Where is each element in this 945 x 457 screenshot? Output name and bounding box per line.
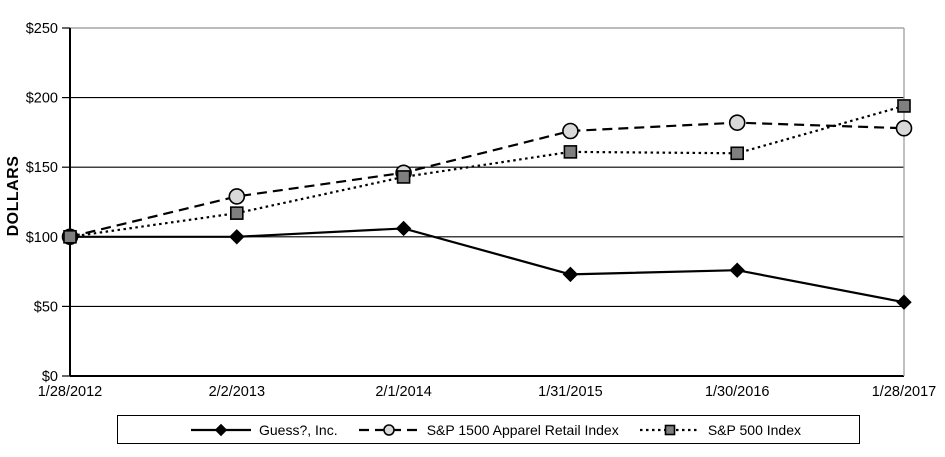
x-tick-label: 1/30/2016 xyxy=(705,384,770,400)
diamond-marker-icon xyxy=(395,220,412,237)
series-2 xyxy=(63,99,911,244)
square-marker-icon xyxy=(664,424,676,435)
circle-marker-icon xyxy=(895,119,913,137)
square-marker-icon xyxy=(230,206,244,220)
y-tick-label: $200 xyxy=(26,91,58,107)
legend-label-guess: Guess?, Inc. xyxy=(259,421,338,438)
series-line xyxy=(69,121,905,238)
y-tick-label: $150 xyxy=(26,160,58,176)
circle-marker-icon xyxy=(562,122,579,140)
series-0 xyxy=(62,220,912,310)
sp500-line-marker-icon xyxy=(639,424,700,435)
x-tick-label: 1/31/2015 xyxy=(538,384,603,400)
series-1 xyxy=(61,114,913,246)
x-tick-label: 2/2/2013 xyxy=(209,384,265,400)
legend-label-sp500: S&P 500 Index xyxy=(707,421,801,438)
chart-legend: Guess?, Inc. S&P 1500 Apparel Retail Ind… xyxy=(117,415,860,444)
x-tick-label: 1/28/2012 xyxy=(38,384,103,400)
square-marker-icon xyxy=(63,230,77,244)
legend-item-guess: Guess?, Inc. xyxy=(190,422,338,438)
apparel-index-line-marker-icon xyxy=(358,423,419,436)
guess-line-marker-icon xyxy=(191,423,251,436)
legend-label-apparel-index: S&P 1500 Apparel Retail Index xyxy=(426,421,619,438)
series-line xyxy=(69,104,905,238)
legend-item-sp500: S&P 500 Index xyxy=(639,422,801,438)
diamond-marker-icon xyxy=(562,266,579,283)
square-marker-icon xyxy=(730,146,745,161)
y-tick-label: $100 xyxy=(26,230,58,246)
y-tick-label: $0 xyxy=(42,369,58,385)
x-tick-label: 1/28/2017 xyxy=(872,384,937,400)
diamond-marker-icon xyxy=(729,262,745,278)
circle-marker-icon xyxy=(728,114,746,131)
y-tick-label: $250 xyxy=(26,21,58,37)
y-tick-label: $50 xyxy=(34,299,58,315)
square-marker-icon xyxy=(396,170,411,184)
diamond-marker-icon xyxy=(896,294,912,310)
square-marker-icon xyxy=(563,145,578,159)
series-line xyxy=(70,227,905,304)
diamond-marker-icon xyxy=(214,423,228,436)
circle-marker-icon xyxy=(228,188,246,205)
x-tick-label: 2/1/2014 xyxy=(375,384,431,400)
legend-item-apparel-index: S&P 1500 Apparel Retail Index xyxy=(358,422,619,438)
square-marker-icon xyxy=(897,99,911,113)
diamond-marker-icon xyxy=(229,229,245,245)
circle-marker-icon xyxy=(382,423,395,436)
